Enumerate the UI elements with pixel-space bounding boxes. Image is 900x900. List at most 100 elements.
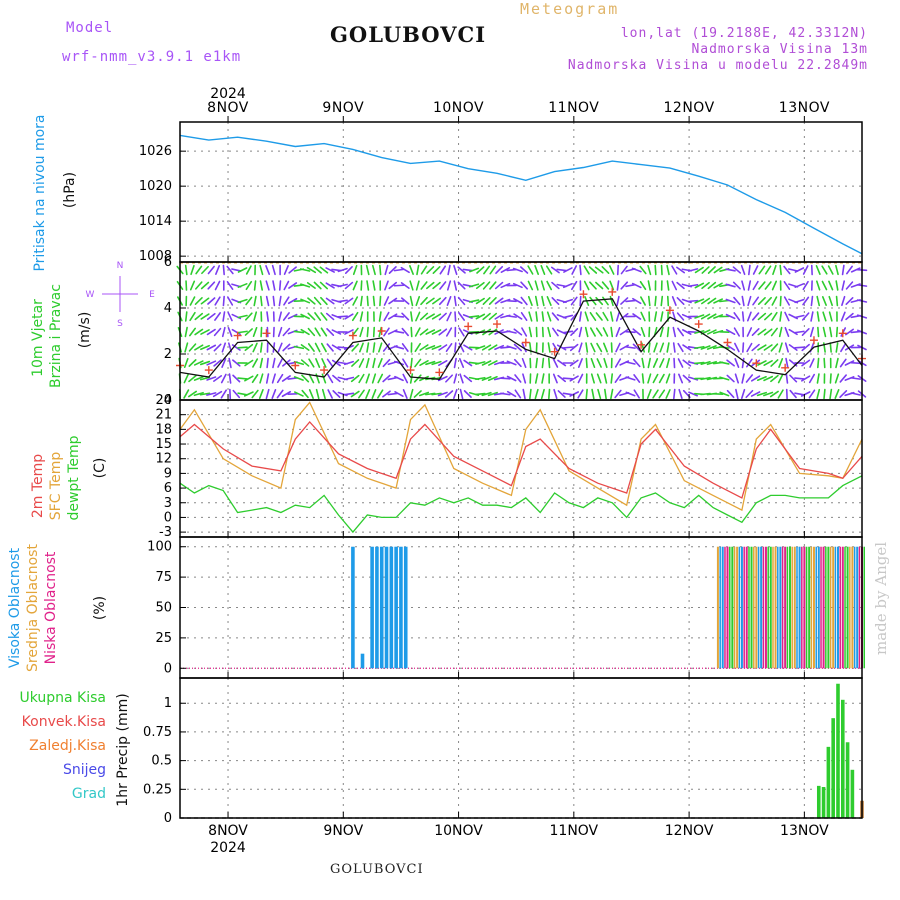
wind-arrow — [401, 327, 409, 337]
wind-arrow — [541, 311, 545, 322]
wind-arrow — [615, 311, 621, 322]
wind-arrow — [458, 327, 465, 337]
wind-arrow — [287, 377, 298, 380]
gust-mark — [579, 290, 588, 299]
wind-arrow — [512, 267, 523, 273]
wind-arrow — [227, 326, 233, 338]
wind-arrow — [513, 358, 522, 368]
wind-arrow — [770, 343, 779, 352]
wind-arrow — [801, 375, 811, 382]
wind-arrow — [751, 375, 761, 382]
wind-arrow — [481, 344, 492, 351]
wind-arrow — [585, 357, 588, 369]
wind-arrow — [259, 280, 264, 291]
wind-arrow — [237, 283, 248, 288]
precip-bar — [850, 769, 855, 818]
wind-arrow — [770, 359, 779, 367]
wind-arrow — [676, 266, 686, 274]
wind-arrow — [388, 266, 397, 274]
wind-arrow — [802, 280, 809, 291]
wind-arrow — [343, 376, 355, 381]
wind-arrow — [366, 280, 370, 291]
wind-arrow — [447, 264, 451, 276]
wind-arrow — [445, 374, 453, 383]
wind-arrow — [212, 390, 223, 398]
wind-arrow — [588, 266, 598, 274]
wind-arrow — [321, 373, 327, 384]
high-cloud-bar — [379, 546, 384, 669]
wind-arrow — [438, 360, 448, 366]
wind-arrow — [308, 358, 315, 368]
cloud-bar-stripe — [849, 546, 851, 669]
wind-arrow — [682, 359, 692, 367]
wind-arrow — [377, 373, 384, 384]
wind-arrow — [252, 358, 259, 368]
wind-arrow — [578, 311, 582, 322]
wind-arrow — [844, 360, 855, 366]
wind-arrow — [352, 264, 358, 276]
wind-arrow — [190, 264, 195, 276]
mid-cloud-bar — [769, 546, 772, 669]
wind-arrow — [244, 359, 254, 367]
wind-arrow — [419, 360, 429, 366]
frame-layer — [179, 116, 863, 819]
wind-speed-line — [179, 298, 863, 380]
wind-arrow — [816, 295, 821, 307]
mid-cloud-bar — [716, 546, 719, 669]
wind-arrow — [845, 328, 854, 336]
wind-arrow — [183, 357, 189, 369]
wind-arrow — [419, 328, 429, 336]
wind-arrow — [288, 282, 298, 289]
y-tick-label: 9 — [164, 466, 172, 481]
wind-arrow — [358, 389, 365, 399]
wind-arrow — [359, 311, 364, 322]
wind-arrow — [388, 297, 398, 305]
wind-arrow — [535, 357, 538, 369]
wind-arrow — [414, 342, 422, 353]
wind-arrow — [557, 374, 566, 383]
wind-arrow — [488, 344, 498, 351]
wind-arrow — [184, 264, 188, 276]
wind-arrow — [610, 373, 614, 384]
high-cloud-bar — [370, 546, 374, 669]
wind-arrow — [652, 358, 659, 368]
wind-arrow — [694, 345, 705, 350]
wind-arrow — [707, 297, 717, 305]
wind-arrow — [552, 358, 559, 368]
gust-mark — [550, 347, 559, 356]
wind-arrow — [213, 343, 222, 352]
wind-arrow — [206, 392, 217, 396]
wind-arrow — [701, 266, 710, 274]
wind-arrow — [619, 328, 629, 336]
wind-arrow — [719, 299, 730, 303]
wind-arrow — [315, 388, 320, 400]
wind-arrow — [453, 357, 457, 369]
wind-arrow — [463, 359, 473, 367]
wind-arrow — [327, 389, 333, 399]
wind-arrow — [676, 281, 685, 290]
wind-arrow — [829, 388, 833, 400]
wind-arrow — [245, 280, 253, 291]
gust-mark — [377, 327, 386, 335]
y-tick-label: 0 — [164, 811, 172, 826]
wind-arrow — [222, 295, 225, 307]
wind-arrow — [293, 330, 305, 334]
wind-arrow — [551, 312, 560, 321]
wind-arrow — [446, 295, 452, 307]
wind-arrow — [259, 342, 263, 353]
wind-arrow — [653, 342, 658, 353]
wind-arrow — [772, 264, 777, 276]
wind-arrow — [519, 266, 529, 274]
wind-arrow — [619, 344, 629, 351]
wind-arrow — [372, 357, 376, 369]
wind-arrow — [763, 344, 773, 351]
wind-arrow — [500, 392, 511, 396]
wind-arrow — [300, 344, 310, 351]
wind-arrow — [344, 297, 354, 305]
wind-arrow — [571, 280, 578, 291]
wind-arrow — [378, 326, 383, 338]
wind-arrow — [188, 390, 198, 398]
wind-arrow — [293, 376, 304, 381]
y-tick-label: 21 — [155, 408, 172, 423]
wind-arrow — [747, 280, 752, 291]
